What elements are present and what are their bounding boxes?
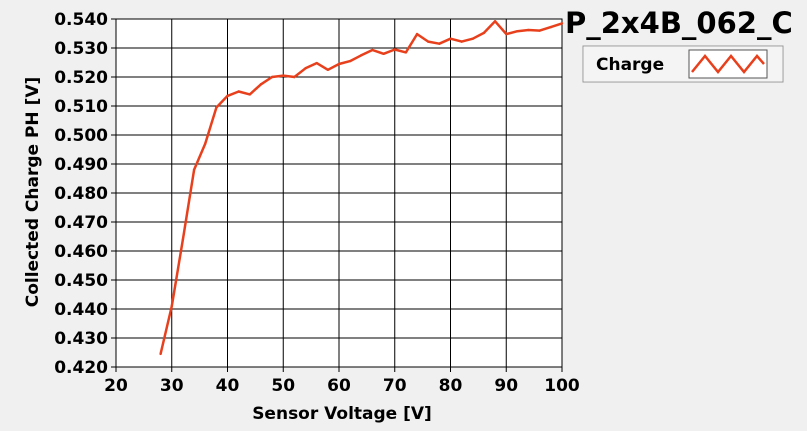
data-point [427,40,430,43]
data-point [259,83,263,86]
x-tick-label: 70 [383,376,407,396]
data-point [159,352,162,356]
x-tick-label: 100 [544,376,580,396]
data-point [482,31,486,35]
y-tick-label: 0.440 [54,300,108,320]
data-point [538,29,541,32]
data-point [326,68,330,71]
data-point [471,37,474,40]
y-axis-title: Collected Charge PH [V] [23,77,43,308]
legend-swatch-charge [691,54,765,74]
data-point [337,62,341,66]
y-tick-label: 0.500 [54,126,108,146]
data-point [404,51,408,54]
data-point [293,75,296,79]
data-layer [159,20,564,356]
x-tick-label: 40 [216,376,240,396]
data-point [438,42,441,45]
data-point [516,29,519,33]
y-tick-label: 0.530 [54,39,108,59]
x-tick-label: 50 [271,376,295,396]
data-point [304,67,307,70]
y-tick-label: 0.420 [54,358,108,378]
x-tick-label: 80 [439,376,463,396]
data-point [382,52,385,55]
legend-swatch-box [688,49,768,79]
y-axis-ticks: 0.420 0.430 0.440 0.450 0.460 0.470 0.480 0.490… [54,10,108,378]
data-point [237,90,240,93]
y-tick-label: 0.540 [54,10,108,30]
chart-title: P_2x4B_062_C [565,6,793,40]
data-point [315,61,318,65]
x-axis-title: Sensor Voltage [V] [252,404,432,424]
y-tick-label: 0.450 [54,271,108,291]
data-point [460,40,463,43]
grid [111,18,563,372]
data-point [549,25,553,29]
data-point [181,238,185,241]
data-point [282,74,285,77]
x-tick-label: 90 [494,376,518,396]
data-point [415,32,419,36]
data-point [192,168,196,171]
y-tick-label: 0.470 [54,213,108,233]
data-point [560,22,564,25]
y-tick-label: 0.430 [54,329,108,349]
data-point [204,142,207,145]
data-point [248,93,251,96]
y-tick-label: 0.510 [54,97,108,117]
y-tick-label: 0.520 [54,68,108,88]
x-tick-label: 20 [104,376,128,396]
x-tick-label: 60 [327,376,351,396]
y-tick-label: 0.490 [54,155,108,175]
x-tick-label: 30 [160,376,184,396]
data-point [226,94,229,98]
x-axis-ticks: 20 30 40 50 60 70 80 90 100 [104,376,580,396]
data-point [449,37,452,40]
legend: Charge [582,45,784,83]
data-point [505,32,508,36]
data-point [170,304,173,308]
data-point [360,54,363,57]
data-point [527,28,530,32]
data-point [215,106,218,109]
data-point [371,48,374,52]
data-point [493,20,497,23]
data-point [270,75,274,79]
data-point [393,48,396,51]
data-point [348,59,352,63]
y-tick-label: 0.460 [54,242,108,262]
legend-label-charge: Charge [596,55,664,75]
y-tick-label: 0.480 [54,184,108,204]
